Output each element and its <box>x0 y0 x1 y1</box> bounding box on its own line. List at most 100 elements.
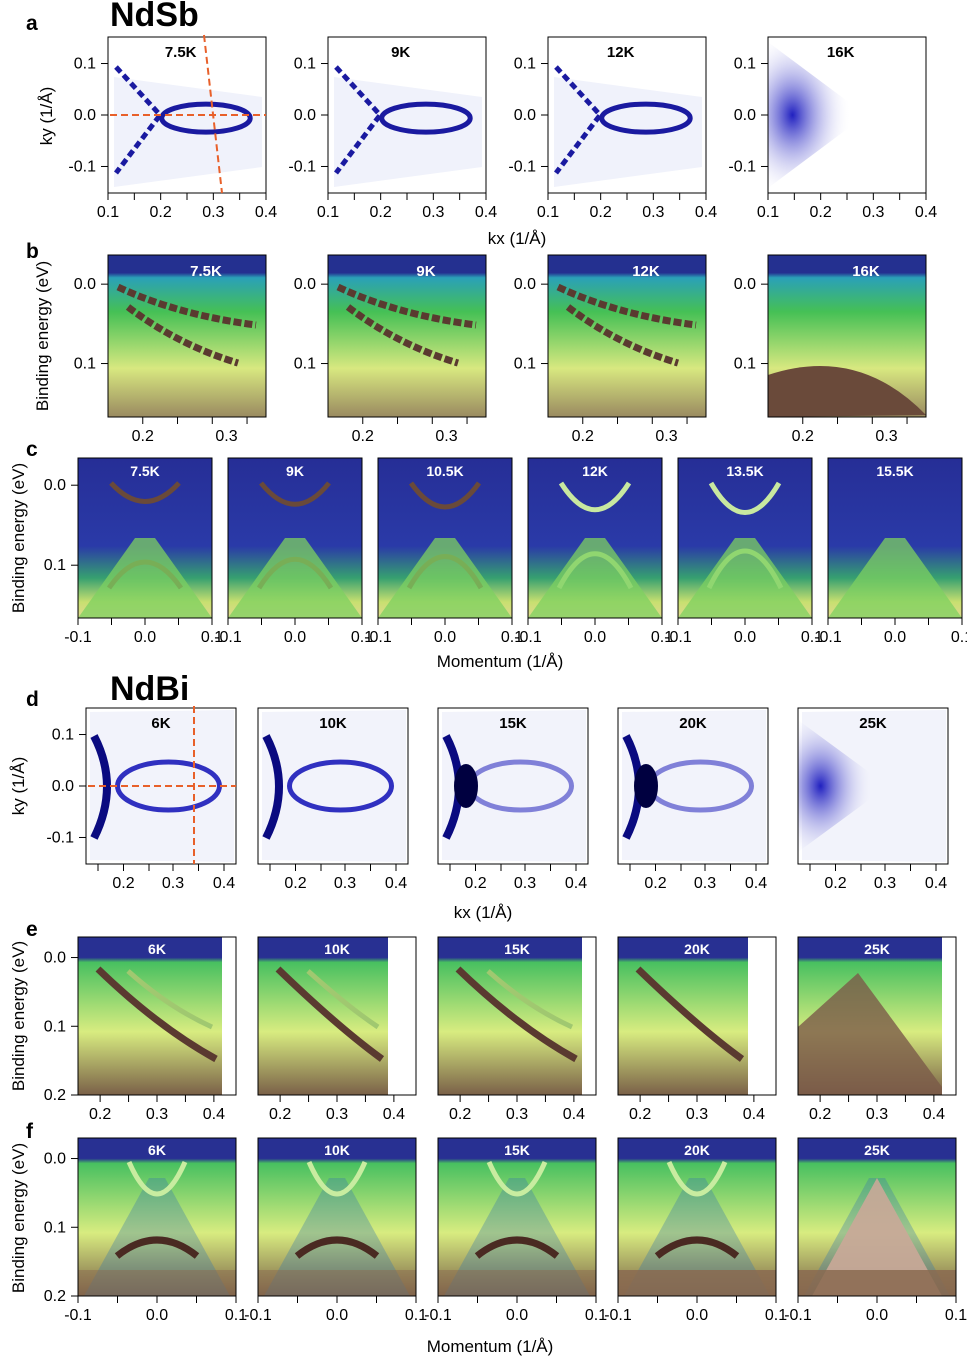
a-y-tick-label: -0.1 <box>508 158 536 175</box>
a-x-tick-label: 0.1 <box>537 204 559 221</box>
d-y-tick-label: 0.1 <box>52 727 74 744</box>
intensity-bottom <box>78 1270 236 1296</box>
b-x-tick-label: 0.2 <box>792 428 814 445</box>
intensity-bottom <box>618 1270 776 1296</box>
a-x-tick-label: 0.4 <box>255 204 277 221</box>
f-x-tick-label: 0.1 <box>225 1307 247 1324</box>
e-x-tick-label: 0.3 <box>326 1106 348 1123</box>
a-x-tick-label: 0.2 <box>590 204 612 221</box>
valence-band <box>228 538 362 618</box>
fs-hot-spot <box>454 764 478 808</box>
frame-b-1 <box>327 254 487 418</box>
panel-letter-b: b <box>26 240 39 263</box>
a-x-tick-label: 0.4 <box>475 204 497 221</box>
d-x-tick-label: 0.4 <box>385 875 407 892</box>
arpes-e-3 <box>618 937 748 1095</box>
fs-ellipse <box>287 759 394 813</box>
temp-label: 25K <box>864 941 890 957</box>
a-x-tick-label: 0.1 <box>97 204 119 221</box>
lower-band <box>474 1236 560 1259</box>
arpes-f-3 <box>618 1138 776 1296</box>
temp-label: 12K <box>607 44 635 61</box>
band-1 <box>336 283 477 329</box>
d-x-tick-label: 0.3 <box>162 875 184 892</box>
b-x-tick-label: 0.3 <box>655 428 677 445</box>
arpes-f-4 <box>798 1138 956 1296</box>
temp-label: 12K <box>632 263 660 280</box>
f-x-tick-label: 0.1 <box>945 1307 967 1324</box>
a-y-tick-label: 0.1 <box>734 56 756 73</box>
c-x-tick-label: 0.0 <box>434 629 456 646</box>
band-2 <box>126 969 214 1030</box>
temp-label: 6K <box>148 1142 166 1158</box>
c-x-tick-label: 0.1 <box>951 629 967 646</box>
arpes-background <box>618 937 748 1095</box>
f-x-tick-label: 0.0 <box>326 1307 348 1324</box>
arpes-f-0 <box>78 1138 236 1296</box>
a-x-tick-label: 0.4 <box>915 204 937 221</box>
temp-label: 10K <box>324 941 350 957</box>
b-x-tick-label: 0.3 <box>215 428 237 445</box>
axis-label-c-x: Momentum (1/Å) <box>437 652 564 671</box>
e-x-tick-label: 0.4 <box>923 1106 945 1123</box>
a-y-tick-label: 0.1 <box>74 56 96 73</box>
f-x-tick-label: 0.1 <box>765 1307 787 1324</box>
a-y-tick-label: 0.1 <box>514 56 536 73</box>
f-x-tick-label: 0.1 <box>405 1307 427 1324</box>
c-x-tick-label: 0.1 <box>651 629 673 646</box>
band-1 <box>556 283 697 329</box>
e-y-tick-label: 0.0 <box>44 950 66 967</box>
band-1 <box>635 966 745 1062</box>
c-x-tick-label: -0.1 <box>214 629 242 646</box>
upper-cone <box>558 481 632 513</box>
c-x-tick-label: -0.1 <box>814 629 842 646</box>
b-y-tick-label: 0.1 <box>734 356 756 373</box>
lower-band <box>294 1236 380 1259</box>
panel-letter-f: f <box>26 1120 33 1143</box>
temp-label: 12K <box>582 463 608 479</box>
axis-label-c-y: Binding energy (eV) <box>9 463 28 613</box>
axis-label-e-y: Binding energy (eV) <box>9 941 28 1091</box>
temp-label: 7.5K <box>130 463 160 479</box>
c-x-tick-label: 0.1 <box>801 629 823 646</box>
axis-label-f-y: Binding energy (eV) <box>9 1143 28 1293</box>
upper-cone <box>109 481 181 504</box>
e-x-tick-label: 0.2 <box>449 1106 471 1123</box>
temp-label: 10.5K <box>426 463 463 479</box>
c-x-tick-label: 0.1 <box>501 629 523 646</box>
axis-label-d-x: kx (1/Å) <box>454 903 513 922</box>
b-y-tick-label: 0.1 <box>294 356 316 373</box>
panel-letter-e: e <box>26 918 38 941</box>
d-x-tick-label: 0.2 <box>284 875 306 892</box>
f-y-tick-label: 0.1 <box>44 1219 66 1236</box>
fs-map-d-4 <box>798 710 946 862</box>
e-x-tick-label: 0.4 <box>743 1106 765 1123</box>
d-x-tick-label: 0.2 <box>644 875 666 892</box>
a-x-tick-label: 0.2 <box>150 204 172 221</box>
arpes-b-0 <box>108 255 266 417</box>
band-2 <box>486 969 574 1030</box>
arpes-f-2 <box>438 1138 596 1296</box>
arpes-c-1 <box>228 458 362 618</box>
a-y-tick-label: -0.1 <box>288 158 316 175</box>
band-2 <box>565 304 680 367</box>
valence-band <box>828 538 962 618</box>
fs-x-pocket <box>334 65 384 175</box>
fs-hot-spot <box>634 764 658 808</box>
fs-x-pocket <box>554 65 604 175</box>
b-y-tick-label: 0.0 <box>74 276 96 293</box>
c-x-tick-label: -0.1 <box>664 629 692 646</box>
f-x-tick-label: -0.1 <box>244 1307 272 1324</box>
temp-label: 20K <box>684 1142 710 1158</box>
a-x-tick-label: 0.3 <box>422 204 444 221</box>
e-x-tick-label: 0.4 <box>563 1106 585 1123</box>
upper-cone <box>486 1160 548 1197</box>
fs-map-d-2 <box>442 710 586 862</box>
d-x-tick-label: 0.2 <box>112 875 134 892</box>
axis-label-a-y: ky (1/Å) <box>37 87 56 146</box>
fs-blob <box>798 720 888 852</box>
fs-map-a-0 <box>114 65 262 187</box>
arpes-background <box>78 1138 236 1296</box>
c-x-tick-label: 0.0 <box>884 629 906 646</box>
b-y-tick-label: 0.0 <box>734 276 756 293</box>
